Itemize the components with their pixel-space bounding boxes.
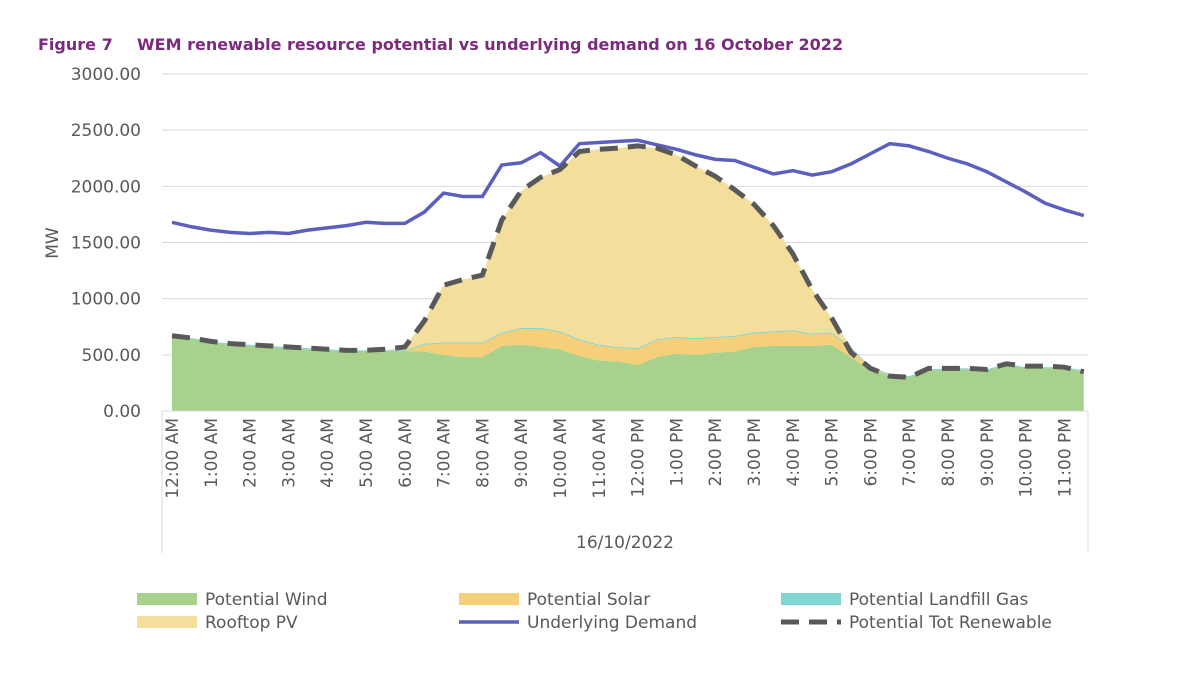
area [172, 145, 1084, 377]
x-tick-label: 4:00 AM [318, 418, 338, 488]
legend-swatch [137, 616, 197, 628]
area [172, 336, 1084, 411]
figure-label: Figure 7 [38, 35, 113, 54]
x-tick-label: 2:00 AM [241, 418, 261, 488]
x-tick-label: 1:00 AM [202, 418, 222, 488]
y-tick-label: 2500.00 [71, 121, 141, 141]
x-tick-label: 9:00 AM [512, 418, 532, 488]
legend-swatch [137, 593, 197, 605]
x-tick-label: 11:00 PM [1055, 418, 1075, 497]
legend-label: Underlying Demand [527, 613, 697, 633]
chart-title: WEM renewable resource potential vs unde… [137, 35, 843, 54]
legend-label: Potential Solar [527, 590, 650, 610]
y-tick-label: 500.00 [82, 346, 141, 366]
x-tick-label: 1:00 PM [667, 418, 687, 487]
y-tick-label: 2000.00 [71, 177, 141, 197]
y-tick-label: 0.00 [103, 402, 141, 422]
line [171, 143, 1085, 380]
legend-label: Potential Wind [205, 590, 328, 610]
x-tick-label: 9:00 PM [978, 418, 998, 487]
x-tick-label: 4:00 PM [784, 418, 804, 487]
legend-swatch [459, 593, 519, 605]
x-axis-label: 16/10/2022 [576, 533, 674, 553]
y-axis-label: MW [43, 227, 63, 259]
x-tick-label: 3:00 AM [279, 418, 299, 488]
line [171, 138, 1085, 236]
x-tick-label: 12:00 AM [163, 418, 183, 499]
x-tick-label: 7:00 AM [435, 418, 455, 488]
x-tick-label: 12:00 PM [629, 418, 649, 497]
legend-swatch [781, 593, 841, 605]
x-tick-label: 2:00 PM [706, 418, 726, 487]
x-tick-label: 6:00 PM [861, 418, 881, 487]
x-tick-label: 8:00 AM [473, 418, 493, 488]
x-tick-label: 7:00 PM [900, 418, 920, 487]
x-tick-label: 10:00 PM [1017, 418, 1037, 497]
y-tick-label: 1500.00 [71, 234, 141, 254]
x-tick-label: 10:00 AM [551, 418, 571, 499]
legend-label: Potential Tot Renewable [849, 613, 1052, 633]
x-tick-label: 11:00 AM [590, 418, 610, 499]
x-tick-label: 8:00 PM [939, 418, 959, 487]
x-tick-label: 6:00 AM [396, 418, 416, 488]
legend-label: Rooftop PV [205, 613, 298, 633]
y-tick-label: 1000.00 [71, 290, 141, 310]
x-tick-label: 5:00 PM [823, 418, 843, 487]
x-tick-label: 3:00 PM [745, 418, 765, 487]
x-tick-label: 5:00 AM [357, 418, 377, 488]
legend-label: Potential Landfill Gas [849, 590, 1028, 610]
y-tick-label: 3000.00 [71, 65, 141, 85]
area [172, 328, 1084, 378]
